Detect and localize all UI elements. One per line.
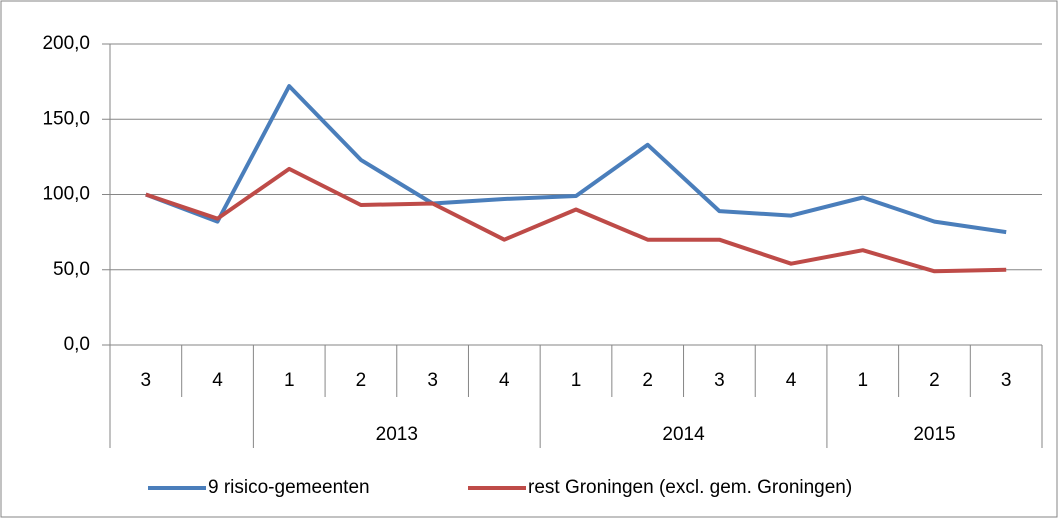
legend-label: rest Groningen (excl. gem. Groningen) <box>528 477 852 498</box>
x-tick-label: 3 <box>714 370 725 391</box>
x-tick-label: 2 <box>642 370 653 391</box>
y-tick-label: 0,0 <box>64 334 90 355</box>
x-group-label: 2015 <box>913 424 955 445</box>
y-tick-label: 100,0 <box>42 184 90 205</box>
x-group-label: 2013 <box>376 424 418 445</box>
x-tick-label: 2 <box>929 370 940 391</box>
x-tick-label: 4 <box>212 370 223 391</box>
x-tick-label: 1 <box>857 370 868 391</box>
x-tick-label: 2 <box>356 370 367 391</box>
x-tick-label: 3 <box>1001 370 1012 391</box>
x-tick-label: 1 <box>571 370 582 391</box>
legend-label: 9 risico-gemeenten <box>208 477 370 498</box>
x-group-label: 2014 <box>662 424 705 445</box>
x-tick-label: 4 <box>786 370 797 391</box>
x-tick-label: 4 <box>499 370 510 391</box>
y-tick-label: 200,0 <box>42 33 90 54</box>
series-line <box>145 166 1007 274</box>
x-tick-label: 1 <box>284 370 295 391</box>
series-line <box>145 84 1007 235</box>
y-tick-label: 50,0 <box>53 259 90 280</box>
y-tick-label: 150,0 <box>42 108 90 129</box>
x-tick-label: 3 <box>427 370 438 391</box>
x-tick-label: 3 <box>141 370 152 391</box>
